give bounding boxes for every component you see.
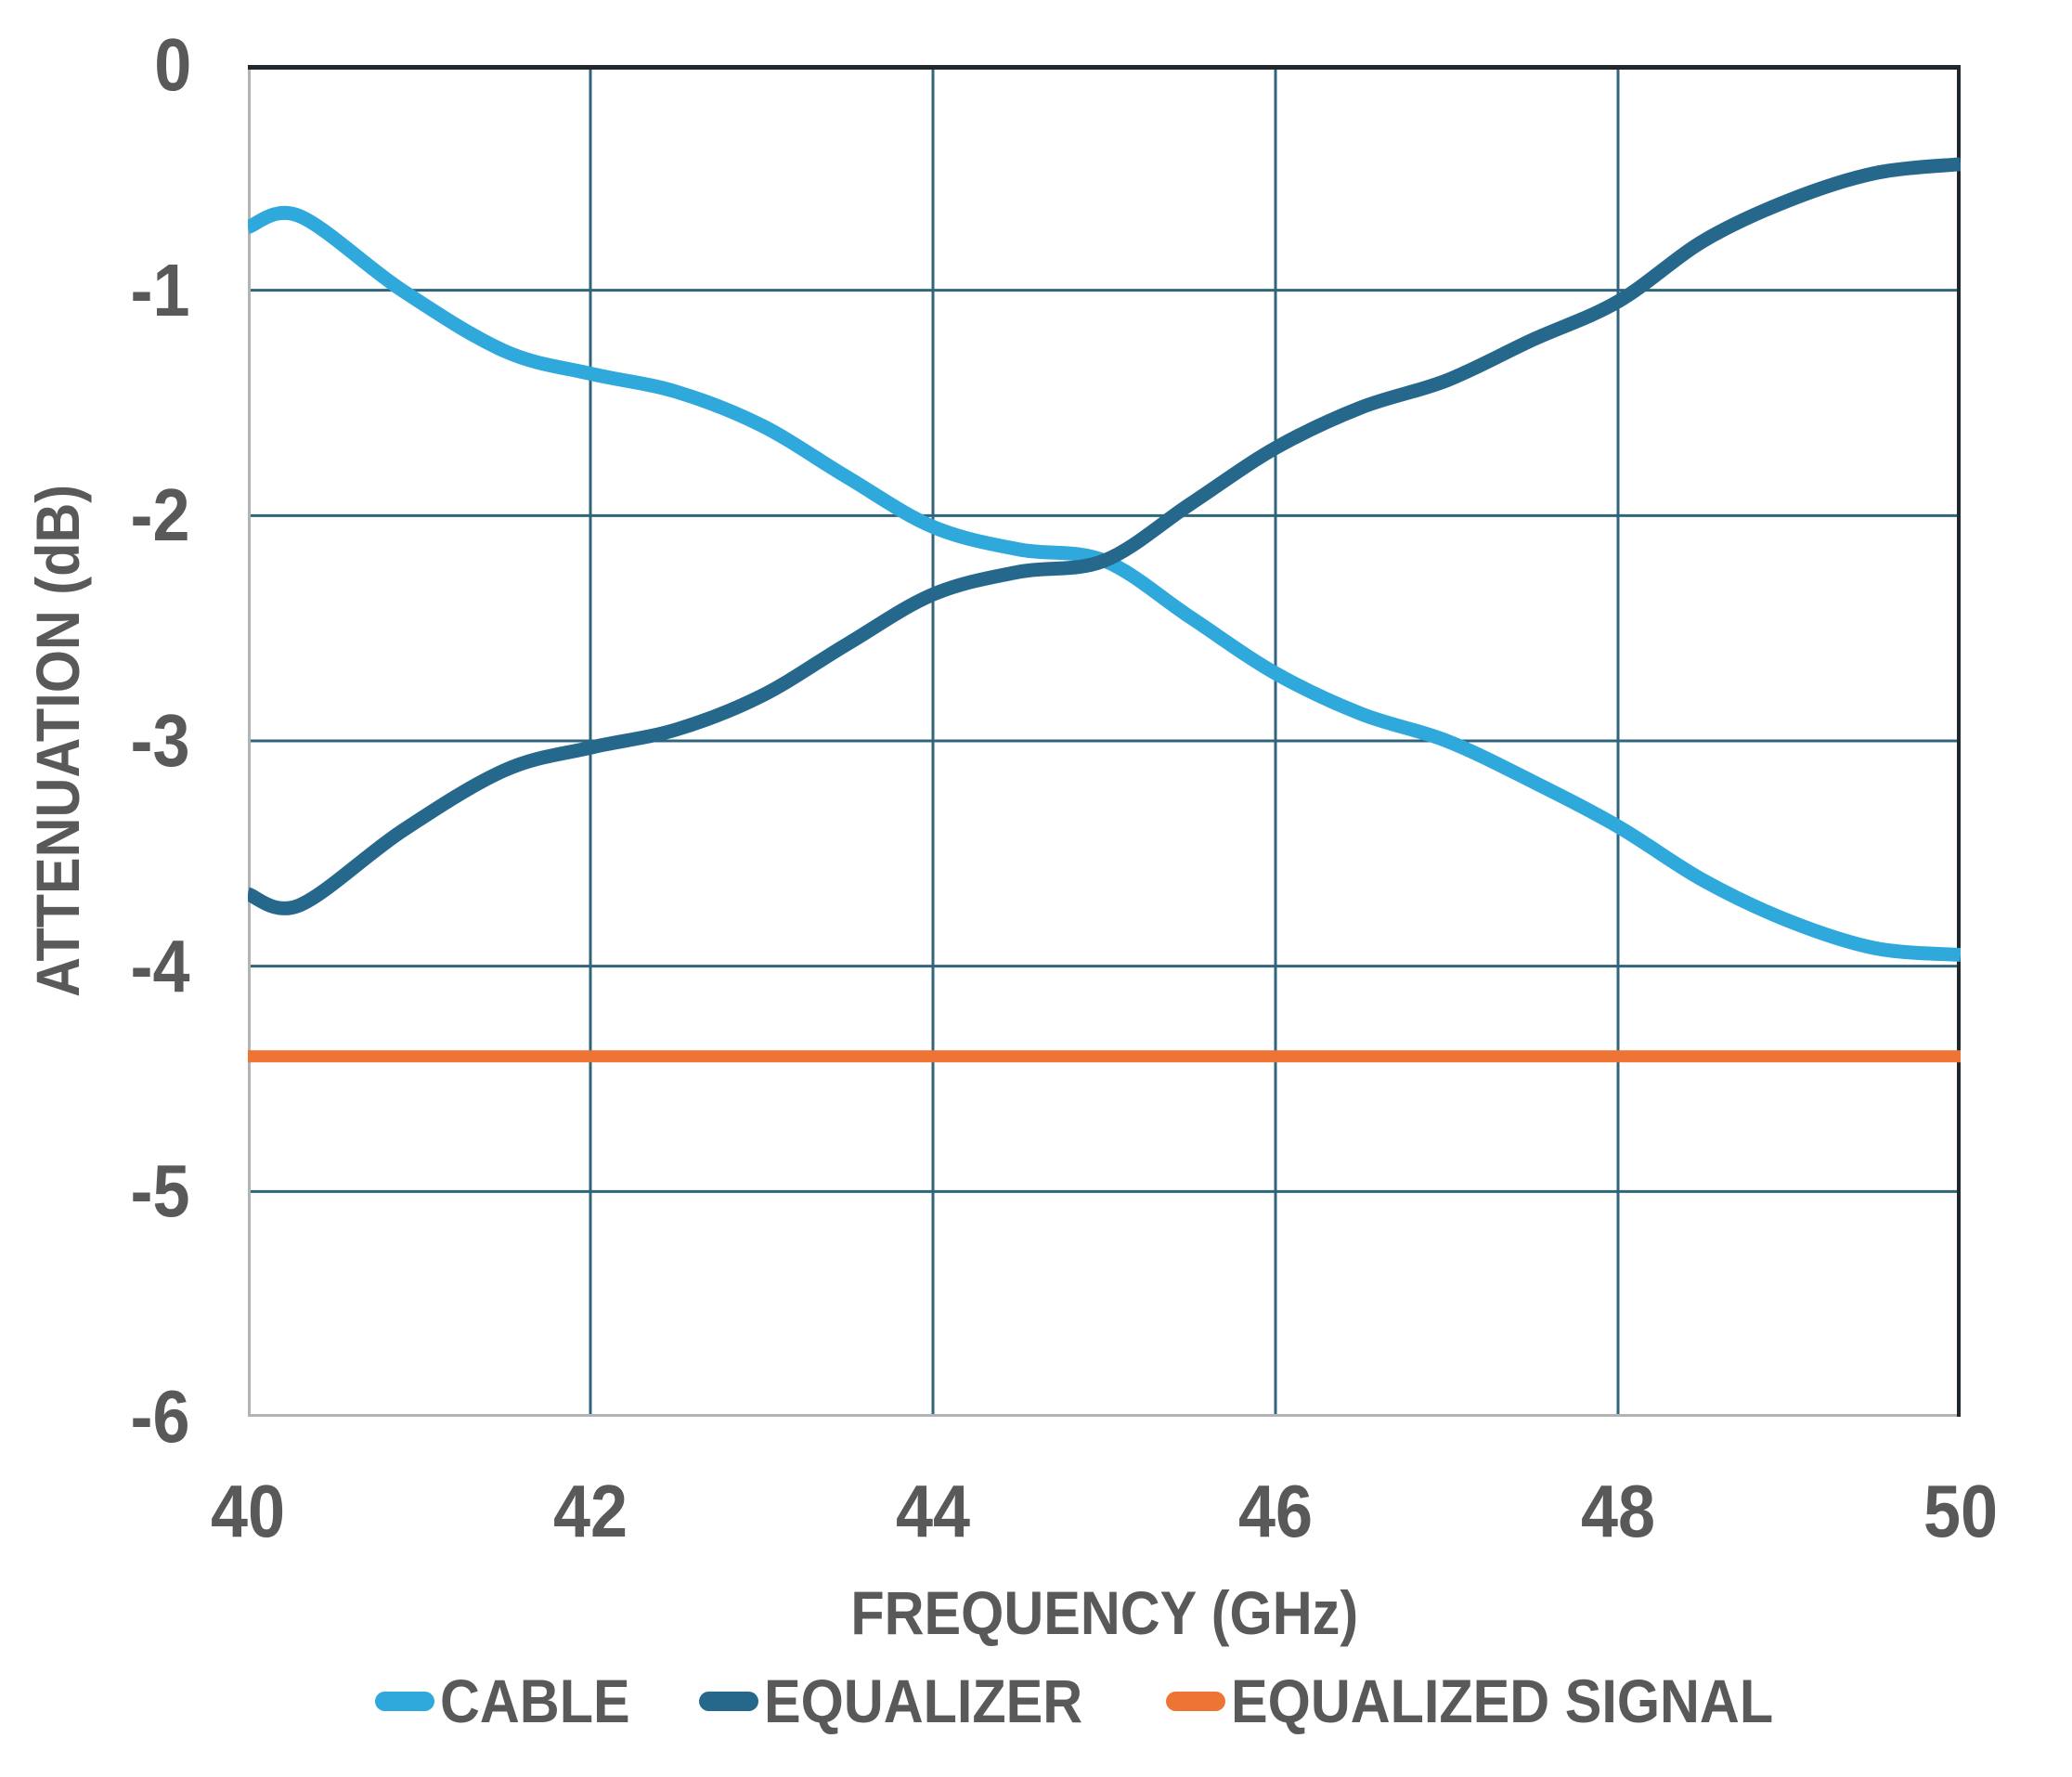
- y-tick-text: -6: [130, 1375, 190, 1458]
- y-tick-label-0: 0: [0, 28, 193, 102]
- y-tick-label--1: -1: [0, 253, 193, 328]
- y-axis-title-text: ATTENUATION (dB): [23, 484, 92, 998]
- chart-canvas: [248, 65, 1961, 1417]
- series-line-equalizer: [248, 157, 1961, 915]
- legend-label: EQUALIZER: [764, 1670, 1118, 1732]
- legend-dash-icon: [1166, 1691, 1226, 1711]
- y-tick-label--2: -2: [0, 478, 193, 552]
- y-tick-text: 0: [153, 23, 191, 106]
- x-axis-title-text: FREQUENCY (GHz): [850, 1578, 1358, 1647]
- y-tick-text: -5: [130, 1149, 190, 1233]
- y-tick-text: -3: [130, 699, 190, 782]
- y-tick-label--5: -5: [0, 1154, 193, 1228]
- x-tick-text: 46: [1237, 1470, 1314, 1552]
- plot-area: [248, 65, 1961, 1417]
- legend-label: EQUALIZED SIGNAL: [1231, 1670, 1833, 1732]
- x-tick-text: 42: [552, 1470, 628, 1552]
- legend-dash-icon: [698, 1691, 758, 1711]
- legend-item-equalized-signal: EQUALIZED SIGNAL: [1166, 1670, 1833, 1732]
- legend-label-text: EQUALIZER: [763, 1667, 1083, 1735]
- x-tick-text: 40: [210, 1470, 286, 1552]
- y-tick-text: -2: [130, 473, 190, 557]
- x-tick-text: 50: [1923, 1470, 1999, 1552]
- legend-item-equalizer: EQUALIZER: [698, 1670, 1118, 1732]
- legend-label-text: EQUALIZED SIGNAL: [1231, 1667, 1774, 1735]
- y-tick-label--3: -3: [0, 704, 193, 778]
- y-tick-label--6: -6: [0, 1380, 193, 1454]
- legend-dash-icon: [374, 1691, 434, 1711]
- x-tick-text: 44: [895, 1470, 971, 1552]
- x-tick-label-50: 50: [1920, 1474, 2002, 1549]
- y-tick-text: -4: [130, 924, 190, 1007]
- legend-label-text: CABLE: [439, 1667, 630, 1735]
- x-tick-label-40: 40: [207, 1474, 290, 1549]
- y-tick-text: -1: [130, 248, 190, 331]
- legend: CABLE EQUALIZER EQUALIZED SIGNAL: [248, 1670, 1961, 1732]
- y-axis-title: ATTENUATION (dB): [23, 456, 92, 1025]
- y-tick-label--4: -4: [0, 924, 193, 1007]
- x-tick-label-46: 46: [1235, 1474, 1317, 1549]
- x-tick-label-48: 48: [1577, 1474, 1660, 1549]
- legend-item-cable: CABLE: [374, 1670, 651, 1732]
- series-line-cable: [248, 205, 1961, 963]
- x-tick-label-42: 42: [550, 1474, 632, 1549]
- legend-label: CABLE: [440, 1670, 651, 1732]
- x-tick-text: 48: [1580, 1470, 1656, 1552]
- x-axis-title: FREQUENCY (GHz): [248, 1582, 1961, 1643]
- x-tick-label-44: 44: [892, 1474, 975, 1549]
